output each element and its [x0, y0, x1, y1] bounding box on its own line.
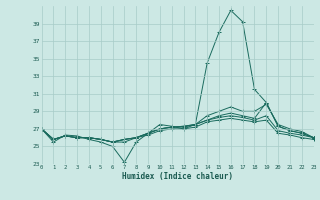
X-axis label: Humidex (Indice chaleur): Humidex (Indice chaleur): [122, 172, 233, 181]
